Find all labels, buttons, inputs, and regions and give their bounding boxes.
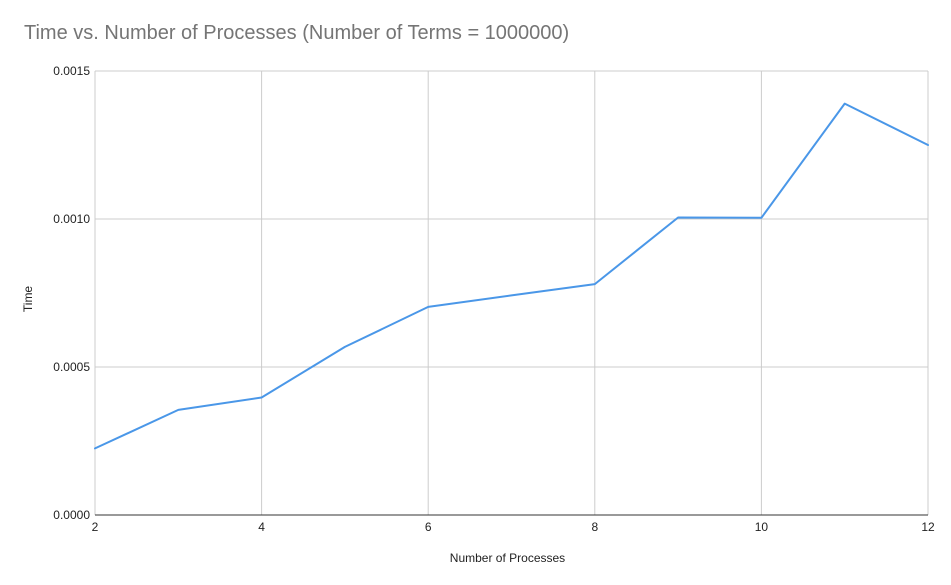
y-tick-label: 0.0015 <box>53 64 90 78</box>
x-tick-label: 10 <box>755 520 769 534</box>
x-tick-label: 12 <box>921 520 935 534</box>
series-line <box>94 102 929 450</box>
chart-title: Time vs. Number of Processes (Number of … <box>24 22 570 44</box>
y-tick-label: 0.0010 <box>53 212 90 226</box>
y-tick-label: 0.0000 <box>53 508 90 522</box>
x-tick-label: 6 <box>425 520 432 534</box>
x-axis-title: Number of Processes <box>450 551 565 565</box>
x-tick-label: 2 <box>92 520 99 534</box>
x-tick-label: 8 <box>591 520 598 534</box>
x-tick-label: 4 <box>258 520 265 534</box>
y-tick-label: 0.0005 <box>53 360 90 374</box>
y-axis-title: Time <box>21 286 35 313</box>
